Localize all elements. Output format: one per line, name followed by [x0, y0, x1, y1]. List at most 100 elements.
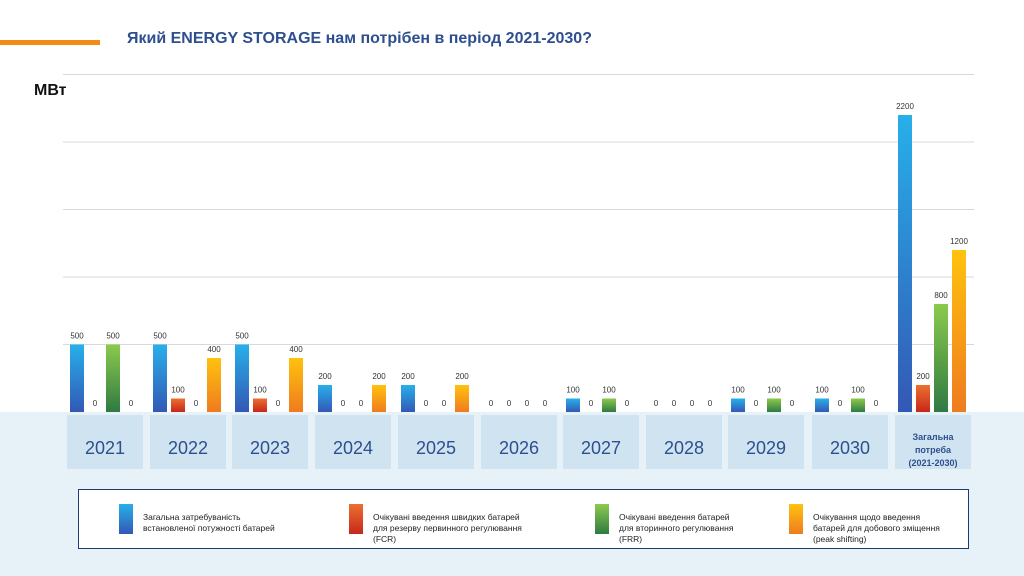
category-box: [812, 415, 888, 469]
data-label: 200: [401, 372, 415, 381]
data-label: 200: [372, 372, 386, 381]
data-label: 0: [690, 399, 695, 408]
bar-total: [731, 398, 745, 412]
bar-total: [401, 385, 415, 412]
category-box: [315, 415, 391, 469]
category-labels: 2021 2022 2023 2024 2025 2026 2027 2028 2029 2030…: [67, 415, 971, 469]
bar-frr: [934, 304, 948, 412]
bar-total: [70, 344, 84, 412]
category-box: [646, 415, 722, 469]
data-label: 0: [442, 399, 447, 408]
data-label: 100: [253, 386, 267, 395]
data-label: 100: [767, 386, 781, 395]
bar-frr: [106, 344, 120, 412]
data-label: 200: [455, 372, 469, 381]
data-label: 400: [289, 345, 303, 354]
category-box: [481, 415, 557, 469]
bar-peak-shifting: [455, 385, 469, 412]
legend-label-frr: Очікувані введення батарей для вторинног…: [619, 512, 734, 544]
title-accent-bar: [0, 40, 100, 45]
data-label: 100: [566, 386, 580, 395]
data-label: 0: [489, 399, 494, 408]
category-label: 2021: [85, 438, 125, 458]
bar-frr: [602, 398, 616, 412]
data-label: 100: [171, 386, 185, 395]
category-box: [895, 415, 971, 469]
data-label: 0: [874, 399, 879, 408]
bar-total: [898, 115, 912, 412]
slide-title: Який ENERGY STORAGE нам потрібен в періо…: [127, 30, 592, 47]
data-label: 0: [424, 399, 429, 408]
data-label: 0: [341, 399, 346, 408]
bar-peak-shifting: [289, 358, 303, 412]
y-axis-unit-label: МВт: [34, 82, 67, 99]
data-label: 0: [507, 399, 512, 408]
data-label: 0: [129, 399, 134, 408]
bar-peak-shifting: [207, 358, 221, 412]
category-box: [563, 415, 639, 469]
legend-label-fcr: Очікувані введення швидких батарей для р…: [373, 512, 522, 544]
data-label: 100: [815, 386, 829, 395]
category-box: [150, 415, 226, 469]
category-label: 2030: [830, 438, 870, 458]
bar-frr: [767, 398, 781, 412]
data-label: 100: [851, 386, 865, 395]
data-label: 2200: [896, 102, 914, 111]
legend-swatch-frr: [595, 504, 609, 534]
bar-fcr: [253, 398, 267, 412]
data-label: 500: [106, 332, 120, 341]
legend-swatch-fcr: [349, 504, 363, 534]
bar-total: [815, 398, 829, 412]
category-label: 2024: [333, 438, 373, 458]
data-label: 0: [93, 399, 98, 408]
data-label: 1200: [950, 237, 968, 246]
legend: Загальна затребуваність встановленої пот…: [78, 489, 969, 549]
bar-peak-shifting: [372, 385, 386, 412]
data-label: 0: [589, 399, 594, 408]
data-label: 0: [625, 399, 630, 408]
data-label: 0: [276, 399, 281, 408]
legend-swatch-total: [119, 504, 133, 534]
data-label: 0: [708, 399, 713, 408]
bar-total: [318, 385, 332, 412]
data-label: 0: [359, 399, 364, 408]
data-label: 400: [207, 345, 221, 354]
category-label: 2025: [416, 438, 456, 458]
legend-label-peak-shifting: Очікування щодо введення батарей для доб…: [813, 512, 940, 544]
bar-peak-shifting: [952, 250, 966, 412]
category-label: 2023: [250, 438, 290, 458]
data-label: 0: [838, 399, 843, 408]
data-label: 100: [602, 386, 616, 395]
category-box: [232, 415, 308, 469]
category-box: [67, 415, 143, 469]
data-label: 200: [318, 372, 332, 381]
data-label: 0: [194, 399, 199, 408]
data-label: 0: [525, 399, 530, 408]
category-label: 2022: [168, 438, 208, 458]
category-box: [398, 415, 474, 469]
data-label: 0: [543, 399, 548, 408]
legend-swatch-peak-shifting: [789, 504, 803, 534]
bar-fcr: [171, 398, 185, 412]
data-label: 500: [235, 332, 249, 341]
data-label: 800: [934, 291, 948, 300]
category-box: [728, 415, 804, 469]
data-label: 0: [654, 399, 659, 408]
bar-fcr: [916, 385, 930, 412]
data-label: 0: [672, 399, 677, 408]
data-label: 100: [731, 386, 745, 395]
bar-total: [153, 344, 167, 412]
bar-total: [566, 398, 580, 412]
bars: [70, 115, 966, 412]
data-label: 500: [70, 332, 84, 341]
category-label: 2029: [746, 438, 786, 458]
data-label: 0: [790, 399, 795, 408]
gridlines: [63, 74, 974, 345]
data-label: 200: [916, 372, 930, 381]
data-label: 0: [754, 399, 759, 408]
bar-total: [235, 344, 249, 412]
data-label: 500: [153, 332, 167, 341]
category-label: 2028: [664, 438, 704, 458]
